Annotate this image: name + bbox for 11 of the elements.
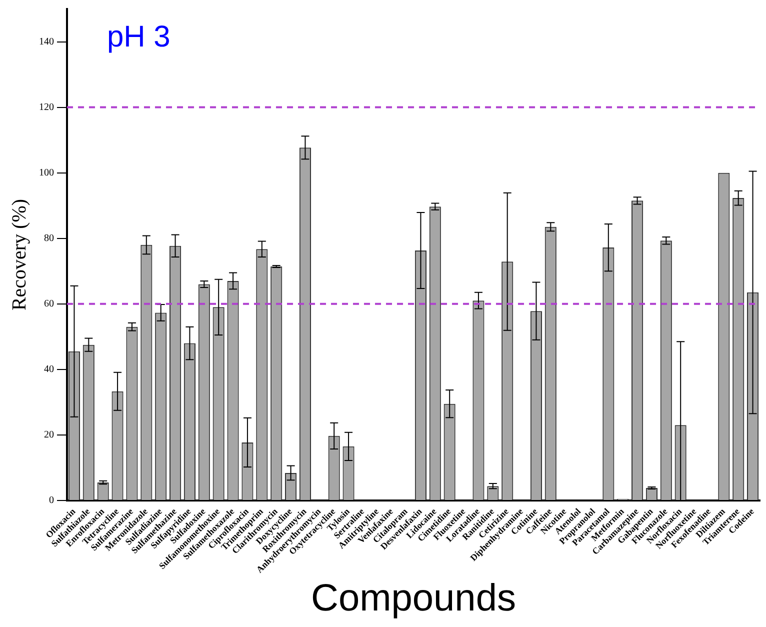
y-tick-label: 80 xyxy=(44,232,54,244)
y-tick-label: 20 xyxy=(44,430,54,441)
y-tick-label: 140 xyxy=(39,36,54,48)
y-axis-title: Recovery (%) xyxy=(8,198,30,311)
annotation: pH 3 xyxy=(107,20,170,54)
y-tick-label: 60 xyxy=(44,298,54,310)
y-tick-label: 100 xyxy=(39,167,54,178)
x-axis-title: Compounds xyxy=(311,578,516,620)
y-tick-label: 120 xyxy=(39,102,54,113)
y-tick-label: 40 xyxy=(44,364,54,376)
y-tick-label: 0 xyxy=(49,495,54,506)
